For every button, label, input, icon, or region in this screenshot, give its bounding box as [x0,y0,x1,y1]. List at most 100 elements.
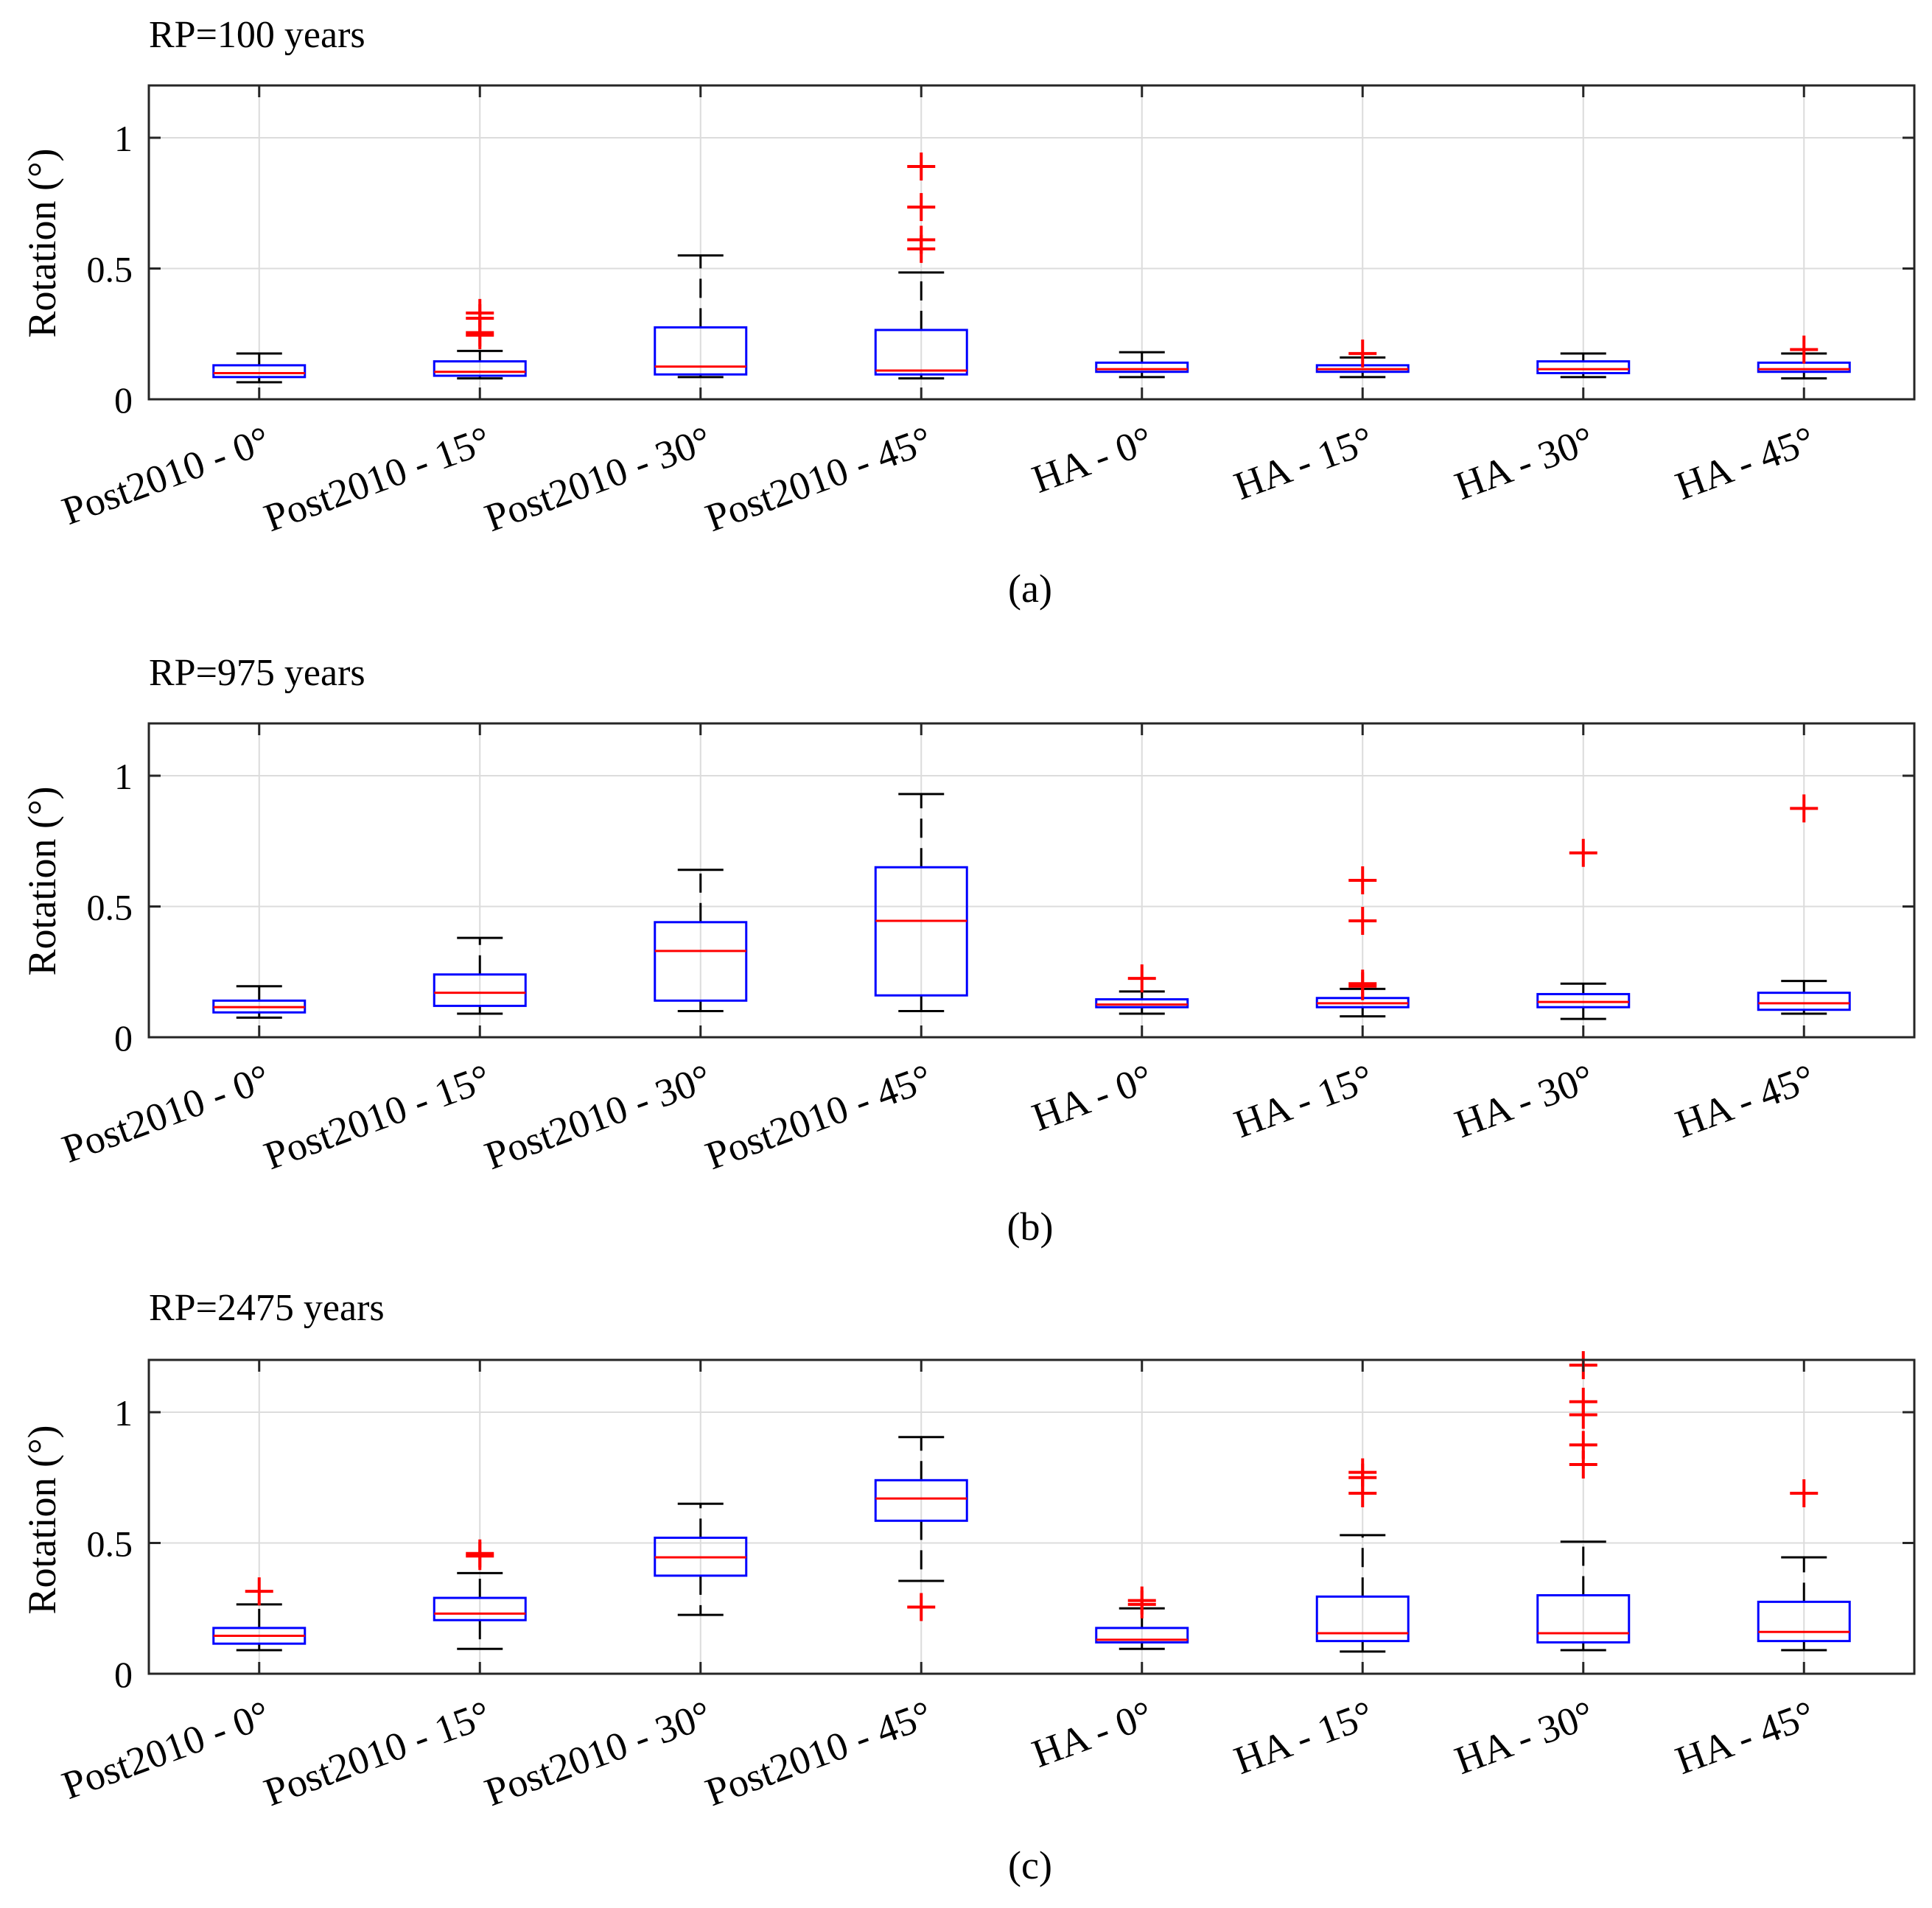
x-tick-label: HA - 30° [1449,1692,1600,1783]
iqr-box [654,326,748,376]
box-plot-6 [1315,1458,1410,1653]
x-tick-label: Post2010 - 30° [479,1692,717,1814]
y-tick-label: 0 [114,1654,133,1695]
x-tick-label: HA - 0° [1026,1692,1158,1776]
y-tick-label: 1 [114,118,133,159]
panel-a-tag: (a) [1008,567,1052,611]
panel-a: RP=100 years Rotation (°) 0 0.5 1 Post2010 … [20,14,1916,611]
iqr-box [433,360,527,377]
x-tick-label: Post2010 - 15° [259,1056,497,1178]
panel-c-tag: (c) [1008,1843,1052,1887]
panel-a-ylabel: Rotation (°) [20,148,64,337]
panel-a-title: RP=100 years [149,14,365,56]
panel-b: RP=975 years Rotation (°) 0 0.5 1 Post2010 … [20,652,1916,1249]
box-plot-3 [654,869,748,1012]
box-plot-6 [1315,339,1410,379]
panel-b-ylabel: Rotation (°) [20,786,64,975]
box-plot-1 [212,352,307,384]
box-plot-2 [433,1539,527,1650]
x-tick-label: Post2010 - 30° [479,1056,717,1178]
box-plot-3 [654,254,748,379]
outlier-marker [1569,1431,1597,1459]
iqr-box [433,1596,527,1621]
panel-b-title: RP=975 years [149,652,365,694]
x-tick-label: Post2010 - 0° [56,1692,275,1808]
axes-frame [147,84,1916,401]
box-plot-4 [874,152,968,380]
box-plot-5 [1095,964,1189,1015]
box-plot-7 [1536,352,1631,379]
x-tick-label: Post2010 - 0° [56,1056,275,1171]
outlier-marker [1348,866,1377,894]
outlier-marker [466,298,494,327]
box-plot-8 [1757,794,1851,1015]
iqr-box [1757,992,1851,1011]
box-plot-4 [874,793,968,1012]
outlier-marker [1127,964,1156,993]
outlier-marker [907,193,936,222]
iqr-box [1536,360,1631,374]
x-tick-label: HA - 45° [1670,418,1820,508]
y-tick-label: 1 [114,1392,133,1434]
panel-b-tag: (b) [1007,1204,1054,1249]
iqr-box [654,921,748,1002]
x-tick-label: HA - 0° [1026,418,1158,502]
box-plot-4 [874,1436,968,1621]
iqr-box [1095,1627,1189,1644]
iqr-box [874,329,968,376]
outlier-marker [1348,969,1377,998]
x-tick-label: HA - 30° [1449,1056,1600,1146]
box-plot-2 [433,298,527,380]
outlier-marker [1348,1458,1377,1487]
box-plot-5 [1095,351,1189,379]
box-plot-3 [654,1502,748,1616]
x-tick-label: Post2010 - 45° [700,1056,938,1178]
box-plot-2 [433,936,527,1015]
y-tick-label: 0.5 [87,249,133,290]
outlier-marker [1790,794,1819,823]
x-tick-label: HA - 0° [1026,1056,1158,1140]
axes-frame [147,722,1916,1039]
panel-c-title: RP=2475 years [149,1287,385,1329]
outlier-marker [1790,1479,1819,1508]
outlier-marker [1569,1387,1597,1416]
box-plot-8 [1757,1479,1851,1652]
iqr-box [874,866,968,997]
panel-c-plot-area: 0 0.5 1 Post2010 - 0°Post2010 - 15°Post2010… [56,1351,1916,1814]
box-plot-1 [212,985,307,1019]
x-tick-label: Post2010 - 30° [479,418,717,540]
iqr-box [874,1479,968,1522]
panel-c: RP=2475 years Rotation (°) 0 0.5 1 Post2010… [20,1287,1916,1887]
y-tick-label: 0 [114,1017,133,1059]
outlier-marker [1348,339,1377,368]
box-plot-8 [1757,335,1851,380]
outlier-marker [907,1593,936,1621]
x-tick-label: HA - 15° [1228,1692,1379,1783]
iqr-box [1315,1595,1410,1643]
outlier-marker [1569,838,1597,867]
x-tick-label: Post2010 - 15° [259,418,497,540]
x-tick-label: HA - 45° [1670,1692,1820,1783]
iqr-box [212,364,307,379]
y-tick-label: 0 [114,379,133,421]
outlier-marker [466,1539,494,1568]
box-plot-5 [1095,1586,1189,1650]
x-tick-label: HA - 30° [1449,418,1600,508]
axes-frame [147,1358,1916,1675]
iqr-box [433,973,527,1007]
y-tick-label: 0.5 [87,1523,133,1565]
outlier-marker [907,152,936,181]
outlier-marker [1127,1586,1156,1615]
iqr-box [1757,1600,1851,1643]
x-tick-label: HA - 15° [1228,1056,1379,1146]
iqr-box [1536,992,1631,1009]
panel-c-ylabel: Rotation (°) [20,1425,64,1614]
outlier-marker [1790,335,1819,364]
outlier-marker [907,225,936,254]
x-tick-label: HA - 15° [1228,418,1379,508]
x-tick-label: HA - 45° [1670,1056,1820,1146]
x-tick-label: Post2010 - 15° [259,1692,497,1814]
